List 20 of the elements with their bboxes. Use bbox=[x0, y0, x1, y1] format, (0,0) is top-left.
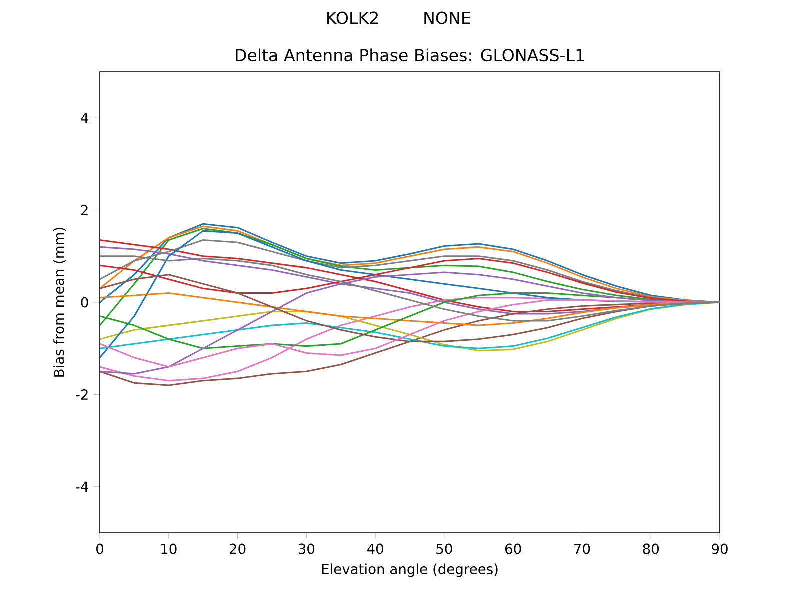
x-tick-label: 40 bbox=[367, 544, 384, 554]
x-tick-label: 20 bbox=[230, 544, 246, 554]
x-tick-label: 0 bbox=[96, 544, 104, 554]
y-tick-label: -2 bbox=[76, 390, 88, 400]
text: KOLK2 bbox=[328, 12, 378, 24]
y-tick-label: 2 bbox=[81, 205, 88, 216]
x-axis-title: Elevation angle (degrees) bbox=[322, 564, 498, 578]
y-axis-title: Bias from mean (mm) bbox=[54, 228, 66, 377]
y-tick-label: -4 bbox=[76, 482, 88, 492]
y-tick-label: 4 bbox=[81, 113, 88, 124]
x-tick-label: 30 bbox=[298, 544, 315, 554]
x-tick-label: 90 bbox=[712, 544, 728, 554]
chart-title: Delta Antenna Phase Biases: GLONASS-L1 bbox=[236, 48, 584, 62]
x-tick-label: 80 bbox=[643, 544, 660, 554]
text: NONE bbox=[424, 12, 470, 24]
x-tick-label: 60 bbox=[506, 544, 522, 554]
x-tick-label: 50 bbox=[436, 544, 452, 554]
x-tick-label: 10 bbox=[162, 544, 177, 554]
y-tick-label: 0 bbox=[81, 297, 88, 308]
x-tick-label: 70 bbox=[574, 544, 590, 554]
